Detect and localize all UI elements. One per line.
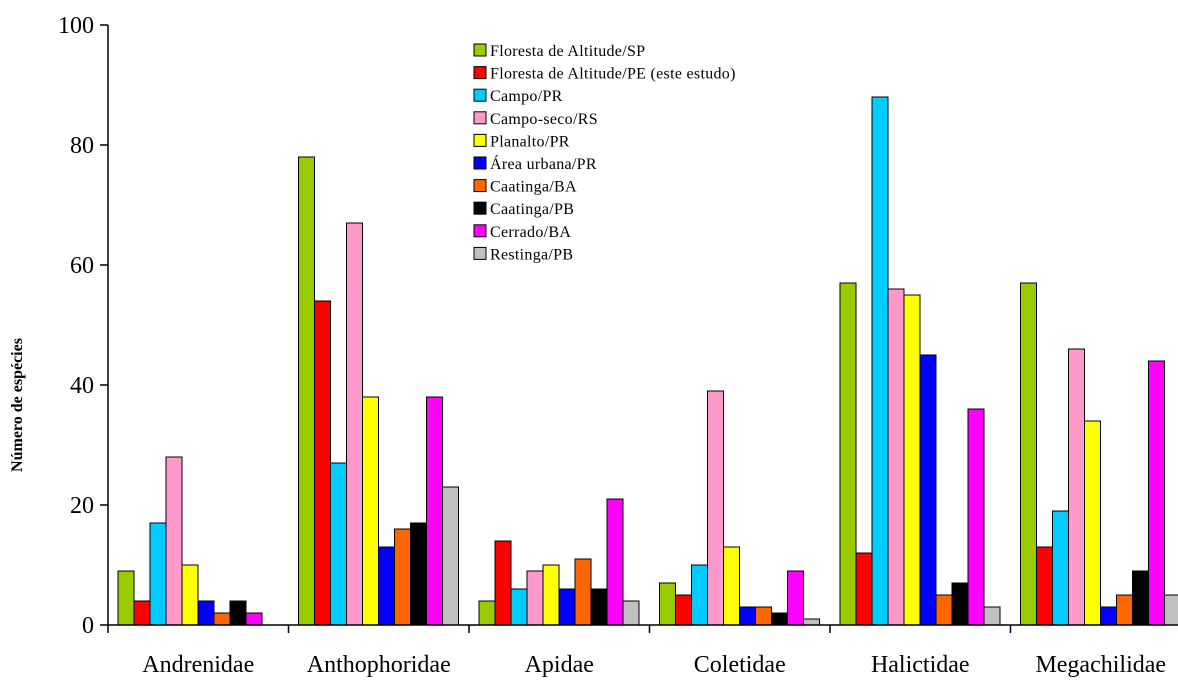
bar-coletidae-5 (723, 546, 740, 626)
legend-swatch (473, 66, 487, 80)
bar-apidae-7 (574, 558, 592, 626)
bar-coletidae-4 (707, 390, 724, 626)
bar-apidae-8 (590, 588, 608, 626)
axes-layer (107, 25, 1178, 626)
bar-anthophoridae-6 (378, 546, 395, 626)
y-tick-label: 40 (70, 373, 94, 399)
legend-label: Caatinga/PB (490, 201, 574, 218)
x-category-label: Anthophoridae (307, 652, 451, 678)
bar-coletidae-2 (675, 594, 692, 626)
y-tick-label: 100 (58, 13, 94, 39)
bar-apidae-6 (558, 588, 576, 626)
x-category-label: Andrenidae (142, 652, 254, 678)
bar-anthophoridae-4 (346, 222, 363, 626)
bar-halictidae-7 (935, 594, 953, 626)
bar-andrenidae-5 (181, 564, 199, 626)
legend-swatch (473, 201, 487, 215)
bar-coletidae-6 (739, 606, 756, 626)
y-axis-title: Número de espécies (9, 338, 26, 472)
legend-swatch (473, 224, 487, 238)
legend-swatch (473, 179, 487, 193)
legend-swatch (473, 156, 487, 170)
bar-megachilidae-10 (1164, 594, 1178, 626)
bar-andrenidae-1 (117, 570, 135, 626)
bar-anthophoridae-1 (298, 156, 315, 626)
bar-anthophoridae-7 (394, 528, 411, 626)
bar-halictidae-2 (855, 552, 873, 626)
bar-apidae-5 (542, 564, 560, 626)
bar-apidae-9 (606, 498, 624, 626)
bar-andrenidae-9 (245, 612, 263, 626)
bar-megachilidae-8 (1132, 570, 1149, 626)
bar-coletidae-7 (755, 606, 772, 626)
bar-halictidae-9 (967, 408, 985, 626)
bar-halictidae-1 (839, 282, 857, 626)
bar-halictidae-6 (919, 354, 937, 626)
bar-megachilidae-3 (1052, 510, 1069, 626)
legend-swatch (473, 43, 487, 57)
bar-anthophoridae-9 (426, 396, 443, 626)
bar-anthophoridae-3 (330, 462, 347, 626)
bar-apidae-3 (510, 588, 528, 626)
bar-apidae-10 (622, 600, 640, 626)
bar-anthophoridae-10 (442, 486, 459, 626)
y-ticks-layer: 0 20 40 60 80 100 (58, 13, 108, 639)
bar-halictidae-4 (887, 288, 905, 626)
bar-megachilidae-6 (1100, 606, 1117, 626)
legend-label: Área urbana/PR (490, 154, 597, 173)
bar-apidae-2 (494, 540, 512, 626)
bar-megachilidae-4 (1068, 348, 1085, 626)
y-tick-label: 80 (70, 133, 94, 159)
bar-anthophoridae-5 (362, 396, 379, 626)
bar-anthophoridae-8 (410, 522, 427, 626)
bar-coletidae-10 (803, 618, 820, 626)
bar-apidae-4 (526, 570, 544, 626)
y-tick-label: 20 (70, 493, 94, 519)
bars-layer (117, 96, 1178, 626)
legend-label: Floresta de Altitude/PE (este estudo) (490, 66, 736, 83)
bar-andrenidae-6 (197, 600, 215, 626)
legend: Floresta de Altitude/SP Floresta de Altit… (473, 43, 736, 263)
bar-andrenidae-3 (149, 522, 167, 626)
y-tick-label: 0 (82, 613, 94, 639)
x-ticks-layer: Andrenidae Anthophoridae Apidae Coletidae Ha… (107, 625, 1166, 678)
bar-halictidae-5 (903, 294, 921, 626)
bar-apidae-1 (478, 600, 496, 626)
legend-swatch (473, 88, 487, 102)
legend-label: Caatinga/BA (490, 179, 577, 196)
x-category-label: Apidae (525, 652, 594, 678)
bar-coletidae-3 (691, 564, 708, 626)
legend-label: Floresta de Altitude/SP (490, 43, 645, 60)
x-category-label: Megachilidae (1035, 652, 1166, 678)
legend-label: Cerrado/BA (490, 224, 571, 241)
bar-megachilidae-5 (1084, 420, 1101, 626)
bar-andrenidae-4 (165, 456, 183, 626)
x-category-label: Coletidae (694, 652, 786, 678)
bar-coletidae-1 (659, 582, 676, 626)
bar-coletidae-9 (787, 570, 804, 626)
legend-swatch (473, 246, 487, 260)
legend-label: Restinga/PB (490, 246, 573, 263)
bar-coletidae-8 (771, 612, 788, 626)
bar-andrenidae-2 (133, 600, 151, 626)
legend-swatch (473, 111, 487, 125)
bar-halictidae-8 (951, 582, 969, 626)
bar-anthophoridae-2 (314, 300, 331, 626)
y-tick-label: 60 (70, 253, 94, 279)
bar-megachilidae-2 (1036, 546, 1053, 626)
legend-label: Planalto/PR (490, 133, 570, 150)
x-category-label: Halictidae (871, 652, 970, 678)
bar-megachilidae-7 (1116, 594, 1133, 626)
legend-swatch (473, 133, 487, 147)
legend-label: Campo/PR (490, 88, 563, 105)
bar-megachilidae-9 (1148, 360, 1165, 626)
bar-halictidae-10 (983, 606, 1001, 626)
legend-label: Campo-seco/RS (490, 111, 598, 128)
bar-andrenidae-7 (213, 612, 231, 626)
bar-megachilidae-1 (1020, 282, 1037, 626)
bar-halictidae-3 (871, 96, 889, 626)
bar-andrenidae-8 (229, 600, 247, 626)
